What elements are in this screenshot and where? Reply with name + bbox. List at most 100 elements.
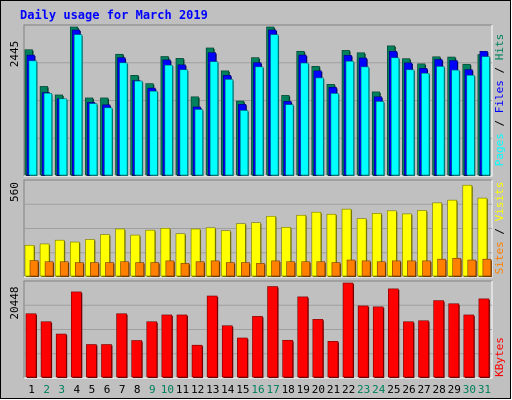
kbytes-bar — [25, 313, 37, 378]
visits-bar — [371, 213, 383, 277]
x-tick-label: 20 — [312, 383, 325, 396]
ytick-label-hits: 2445 — [8, 41, 21, 68]
pages-bar — [375, 101, 385, 176]
pages-bar — [315, 77, 325, 176]
ytick-label-kbytes: 20448 — [8, 286, 21, 319]
kbytes-bar — [388, 288, 400, 378]
sites-bar — [195, 261, 206, 277]
sites-bar — [286, 261, 296, 277]
visits-bar — [175, 233, 186, 277]
pages-bar — [481, 56, 491, 177]
visits-bar — [477, 197, 488, 277]
sites-bar — [74, 262, 85, 277]
sites-bar — [150, 262, 160, 277]
pages-bar — [224, 79, 234, 176]
x-tick-label: 13 — [206, 383, 219, 396]
pages-bar — [104, 107, 113, 176]
x-tick-label: 10 — [161, 383, 174, 396]
kbytes-bar — [478, 298, 490, 378]
visits-bar — [356, 218, 368, 277]
x-tick-label: 30 — [463, 383, 476, 396]
kbytes-bar — [161, 314, 173, 378]
pages-bar — [179, 69, 189, 176]
pages-bar — [285, 104, 295, 176]
visits-bar — [236, 223, 247, 277]
pages-bar — [300, 62, 310, 176]
pages-bar — [58, 98, 68, 176]
sites-bar — [361, 260, 372, 277]
pages-bar — [466, 75, 476, 176]
sites-bar — [210, 260, 221, 277]
kbytes-bar — [86, 344, 98, 378]
kbytes-bar — [131, 340, 143, 378]
kbytes-bar — [327, 341, 339, 378]
x-tick-label: 17 — [266, 383, 279, 396]
kbytes-bar — [40, 321, 53, 378]
x-axis-day-labels: 1 2 3 4 5 6 7 8 9 10 11 12 13 14 15 16 17 18 19 20 21 22 23 24 2… — [28, 383, 491, 396]
x-tick-label: 8 — [134, 383, 141, 396]
pages-bar — [28, 60, 38, 177]
pages-bar — [345, 61, 355, 176]
x-tick-label: 15 — [236, 383, 249, 396]
pages-bar — [391, 57, 400, 176]
visits-bar — [190, 228, 202, 277]
visits-bar — [402, 213, 413, 277]
legend-kbytes: KBytes — [493, 337, 506, 377]
x-tick-label: 3 — [58, 383, 65, 396]
visits-bar — [115, 228, 126, 277]
visits-bar — [296, 214, 307, 277]
visits-bar — [311, 211, 322, 277]
x-tick-label: 12 — [191, 383, 204, 396]
sites-bar — [44, 261, 55, 277]
visits-bar — [54, 239, 66, 277]
pages-bar — [451, 69, 461, 176]
legend-sep-1: / — [493, 113, 506, 133]
kbytes-bar — [463, 314, 475, 378]
x-tick-label: 29 — [448, 383, 461, 396]
legend-hits: Hits — [493, 34, 506, 61]
kbytes-bar — [116, 313, 128, 378]
pages-bar — [240, 110, 249, 176]
x-tick-label: 25 — [387, 383, 400, 396]
x-tick-label: 7 — [119, 383, 126, 396]
x-tick-label: 18 — [282, 383, 295, 396]
legend-sep-3: / — [493, 221, 506, 241]
kbytes-bar — [191, 344, 204, 378]
x-tick-label: 19 — [297, 383, 310, 396]
sites-bar — [392, 260, 402, 277]
kbytes-bar — [403, 321, 415, 378]
x-tick-label: 5 — [89, 383, 96, 396]
x-tick-label: 26 — [402, 383, 415, 396]
x-tick-label: 4 — [74, 383, 81, 396]
pages-bar — [134, 80, 144, 176]
sites-bar — [120, 261, 130, 277]
pages-bar — [43, 93, 53, 176]
visits-bar — [326, 213, 337, 277]
sites-bar — [316, 261, 326, 277]
visits-bar — [447, 199, 458, 277]
x-tick-label: 6 — [104, 383, 111, 396]
visits-bar — [85, 239, 96, 277]
kbytes-bar — [101, 344, 113, 378]
x-tick-label: 21 — [327, 383, 340, 396]
pages-bar — [209, 61, 219, 176]
visits-bar — [251, 222, 262, 277]
visits-bar — [160, 228, 171, 277]
kbytes-bar — [448, 303, 460, 378]
visits-bar — [417, 210, 428, 277]
visits-bar — [69, 241, 81, 277]
pages-bar — [406, 69, 415, 176]
sites-bar — [422, 260, 432, 277]
kbytes-bar — [221, 325, 234, 378]
x-tick-label: 28 — [433, 383, 446, 396]
sites-bar — [241, 262, 251, 277]
kbytes-bar — [176, 314, 188, 378]
x-tick-label: 22 — [342, 383, 355, 396]
sites-bar — [346, 259, 357, 277]
visits-bar — [266, 215, 277, 277]
visits-bar — [387, 210, 398, 277]
kbytes-bar — [252, 316, 264, 378]
x-tick-label: 1 — [28, 383, 35, 396]
visits-bar — [39, 243, 51, 277]
visits-bar — [205, 227, 217, 277]
